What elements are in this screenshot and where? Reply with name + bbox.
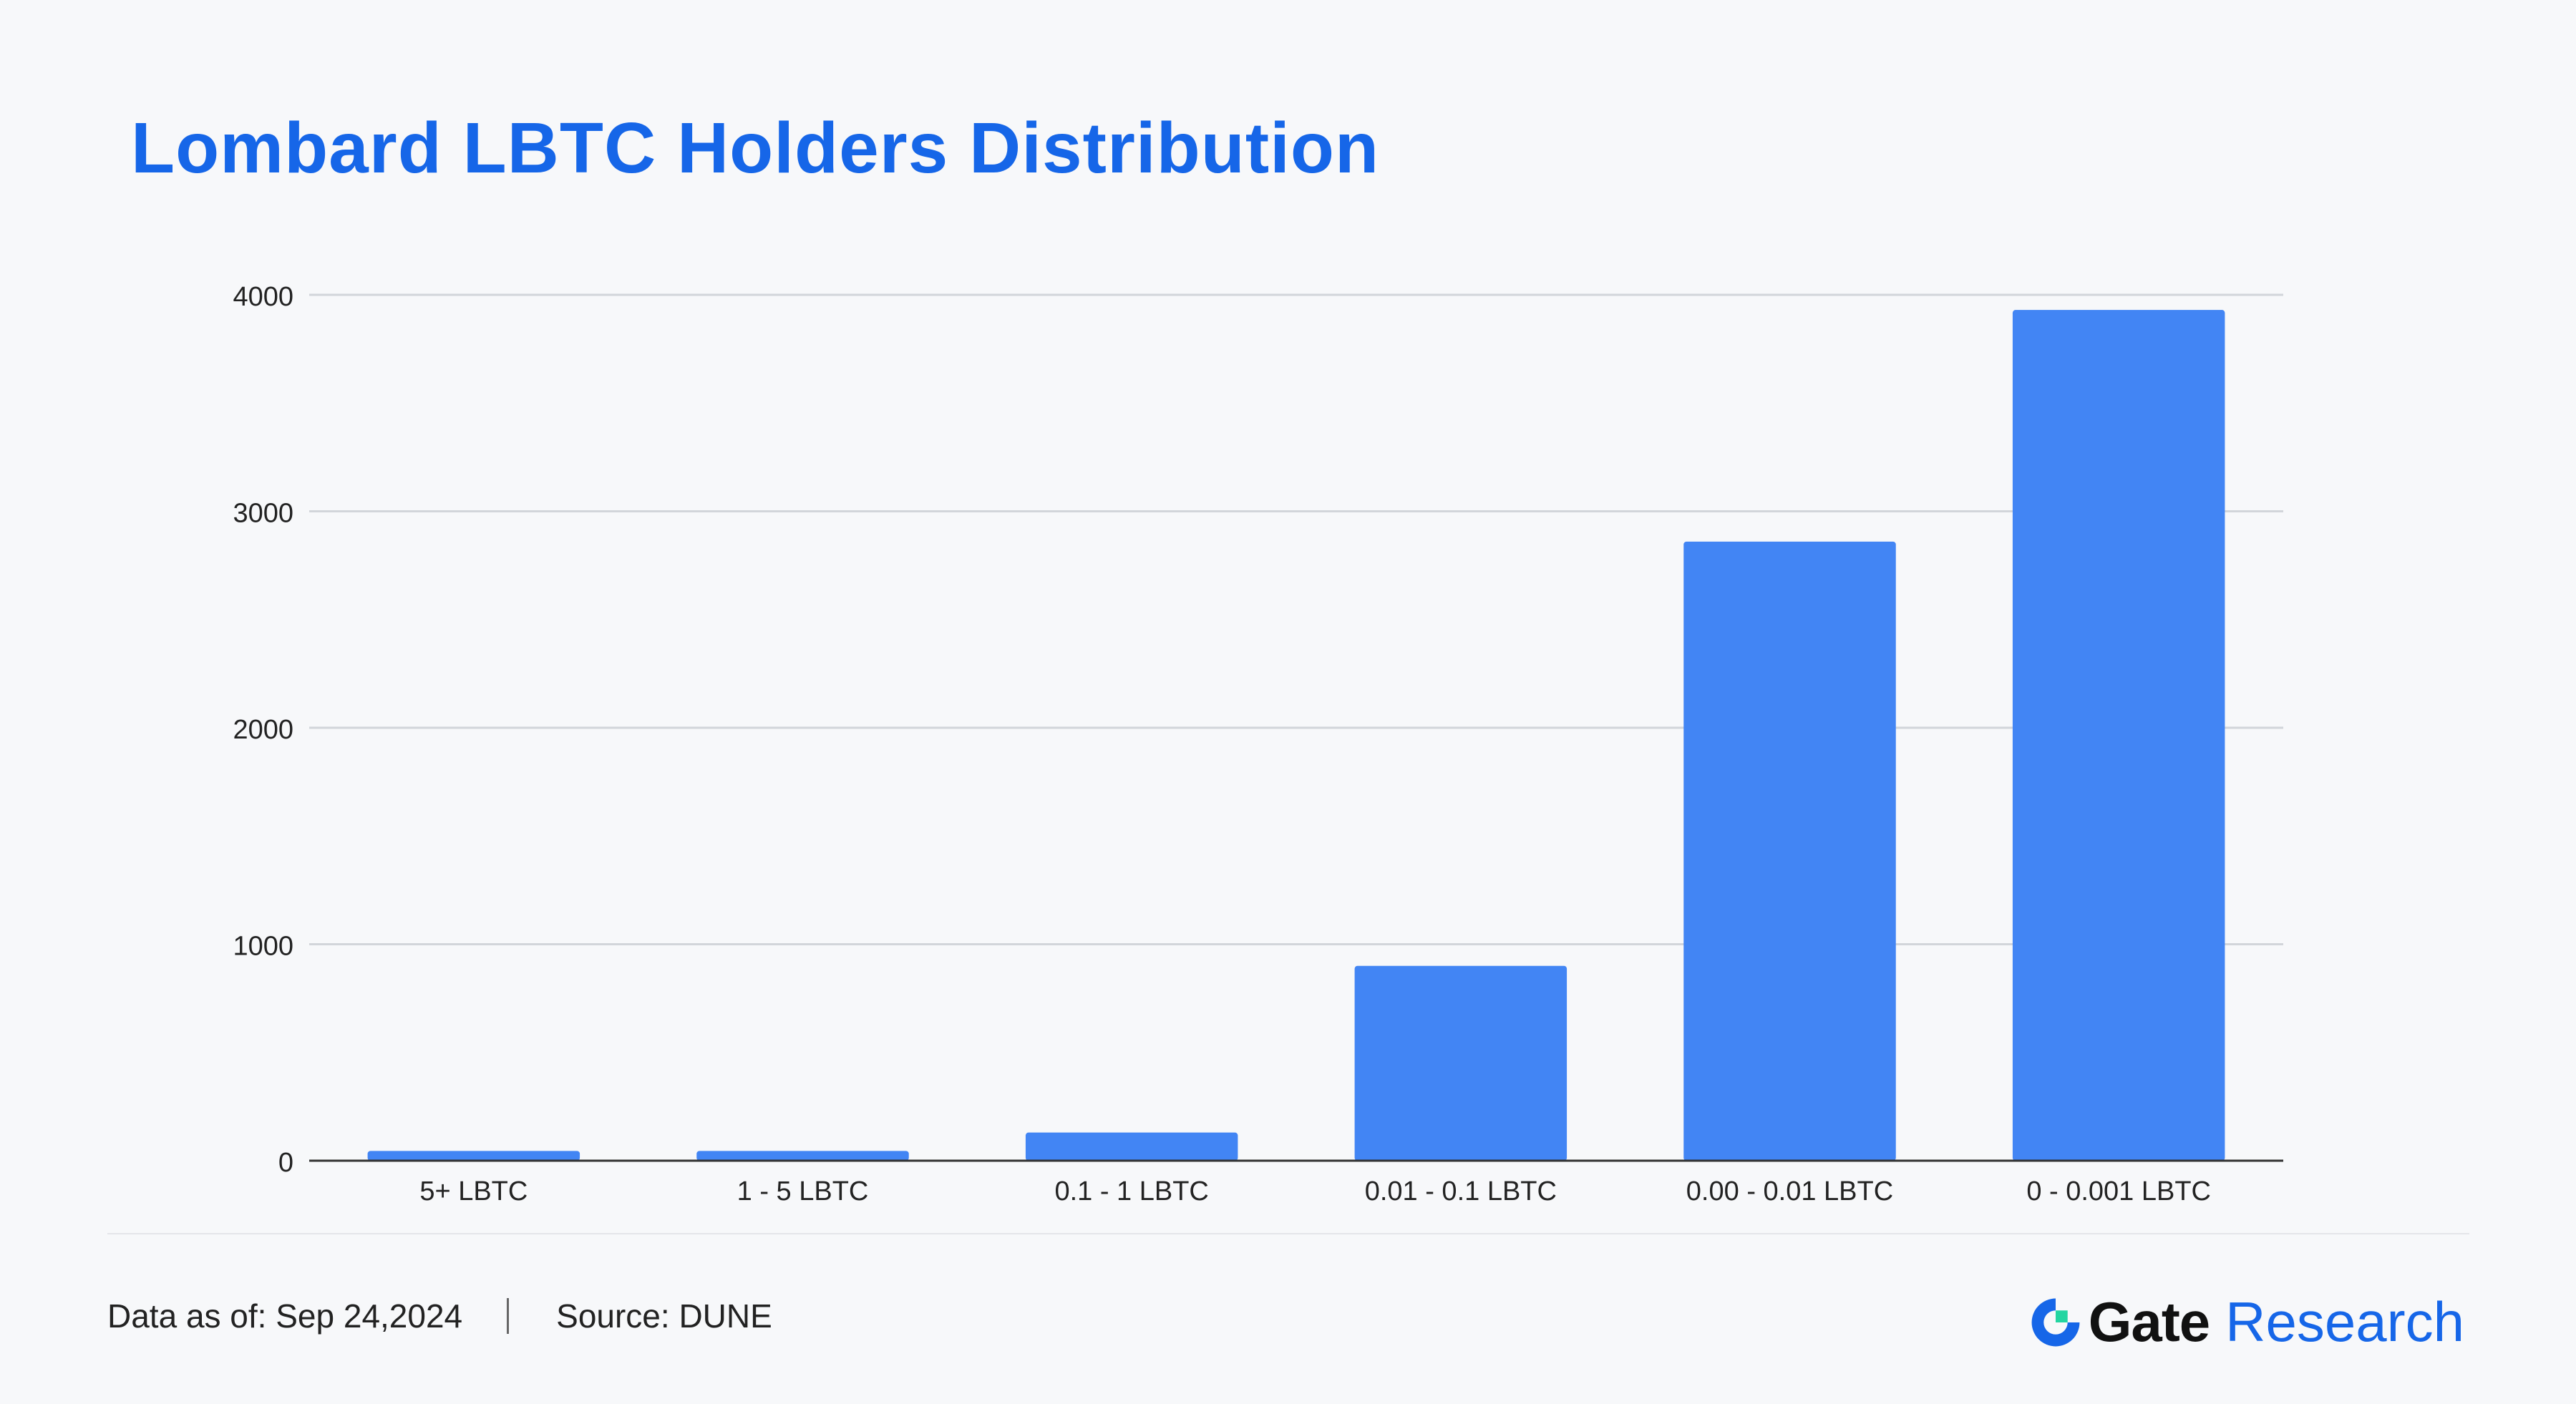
grid-lines <box>309 293 2283 945</box>
x-tick-label: 0.1 - 1 LBTC <box>1054 1176 1208 1206</box>
y-tick-label: 1000 <box>233 932 293 962</box>
footer-separator <box>507 1298 510 1334</box>
brand-name: Gate <box>2088 1290 2210 1353</box>
bars <box>367 310 2225 1161</box>
x-tick-label: 0.01 - 0.1 LBTC <box>1365 1176 1557 1206</box>
x-tick-label: 1 - 5 LBTC <box>737 1176 869 1206</box>
x-tick-label: 0.00 - 0.01 LBTC <box>1686 1176 1893 1206</box>
y-tick-label: 2000 <box>233 715 293 745</box>
brand-mark: Gate Research <box>2028 1290 2464 1355</box>
gate-logo-icon <box>2031 1298 2080 1346</box>
x-tick-label: 0 - 0.001 LBTC <box>2026 1176 2211 1206</box>
y-tick-label: 0 <box>278 1148 293 1178</box>
bar-3 <box>1354 965 1568 1161</box>
brand-suffix: Research <box>2225 1290 2464 1353</box>
bar-5 <box>2012 310 2225 1161</box>
y-tick-label: 3000 <box>233 499 293 529</box>
source-note: Source: DUNE <box>556 1297 772 1335</box>
axis-labels: 0 1000 2000 3000 4000 5+ LBTC 1 - 5 LBTC 0.1 - … <box>233 282 2211 1206</box>
footer-notes: Data as of: Sep 24,2024 Source: DUNE <box>107 1297 772 1335</box>
x-tick-label: 5+ LBTC <box>419 1176 528 1206</box>
bar-0 <box>367 1151 580 1161</box>
y-tick-label: 4000 <box>233 282 293 312</box>
chart-title: Lombard LBTC Holders Distribution <box>131 108 1380 188</box>
bar-1 <box>696 1151 909 1161</box>
footer-divider <box>107 1233 2469 1234</box>
bar-2 <box>1025 1132 1238 1161</box>
data-date-note: Data as of: Sep 24,2024 <box>107 1297 463 1335</box>
bar-4 <box>1683 541 1896 1161</box>
